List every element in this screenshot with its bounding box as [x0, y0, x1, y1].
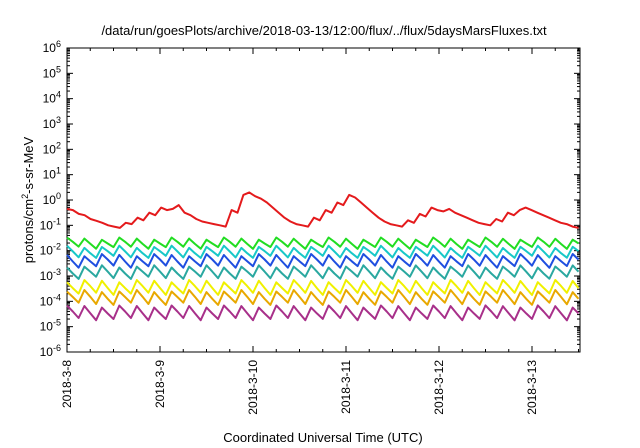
- y-tick-label: 103: [43, 115, 61, 131]
- y-axis: 10-6 10-5 10-4 10-3 10-2 10-1 100 101 102 103 104 1…: [40, 39, 580, 359]
- series-line-0: [66, 191, 579, 229]
- y-tick-label: 105: [43, 64, 61, 80]
- series-line-1: [66, 236, 580, 250]
- y-tick-label: 104: [43, 90, 61, 106]
- x-axis: 2018-3-8 2018-3-9 2018-3-10 2018-3-11 2018-3…: [60, 48, 579, 415]
- y-tick-label: 10-1: [40, 216, 61, 232]
- x-tick-label: 2018-3-9: [153, 360, 167, 408]
- y-tick-label: 10-6: [40, 343, 61, 359]
- x-axis-label: Coordinated Universal Time (UTC): [223, 430, 422, 445]
- x-tick-label: 2018-3-11: [339, 360, 353, 414]
- y-tick-label: 10-3: [40, 267, 61, 283]
- y-tick-label: 106: [43, 39, 61, 55]
- y-tick-label: 101: [43, 166, 61, 182]
- x-tick-label: 2018-3-10: [246, 360, 260, 415]
- series-line-4: [66, 264, 580, 280]
- y-tick-label: 10-4: [40, 292, 61, 308]
- series-layer: [66, 191, 580, 322]
- y-tick-label: 100: [43, 191, 61, 207]
- y-tick-label: 10-2: [40, 242, 61, 258]
- y-tick-label: 102: [43, 140, 61, 156]
- series-line-5: [66, 279, 580, 296]
- y-axis-label: protons/cm2-s-sr-MeV: [20, 136, 36, 263]
- series-line-7: [66, 304, 580, 322]
- x-tick-label: 2018-3-13: [525, 360, 539, 415]
- series-line-3: [66, 253, 580, 269]
- y-tick-label: 10-5: [40, 318, 61, 334]
- series-line-6: [66, 289, 580, 306]
- chart-title: /data/run/goesPlots/archive/2018-03-13/1…: [101, 23, 547, 38]
- x-tick-label: 2018-3-12: [432, 360, 446, 415]
- series-line-2: [66, 244, 580, 259]
- x-tick-label: 2018-3-8: [60, 360, 74, 408]
